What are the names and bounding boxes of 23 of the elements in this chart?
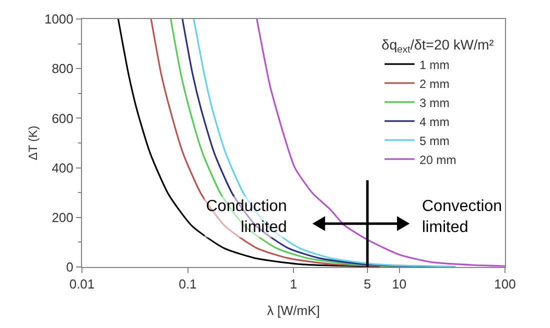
legend-title: δq$_{ext}$/δt=20 kW/m² xyxy=(382,36,494,56)
legend-label: 3 mm xyxy=(420,96,450,110)
annotation: Convection limited xyxy=(422,198,502,236)
legend-label: 2 mm xyxy=(420,76,450,91)
x-tick-label: 1 xyxy=(290,276,298,292)
x-tick-label: 5 xyxy=(364,276,372,292)
legend-label: 20 mm xyxy=(420,152,456,167)
y-tick-label: 800 xyxy=(52,61,74,76)
legend-label: 1 mm xyxy=(420,58,450,72)
y-tick-label: 1000 xyxy=(44,12,74,27)
y-tick-label: 200 xyxy=(52,210,74,225)
x-tick-label: 0.1 xyxy=(178,276,197,292)
y-axis-title: ΔT (K) xyxy=(26,126,40,160)
y-tick-label: 0 xyxy=(66,260,74,275)
legend-label: 4 mm xyxy=(420,114,450,129)
x-tick-label: 100 xyxy=(494,276,516,292)
x-tick-label: 0.01 xyxy=(69,276,95,292)
y-tick-label: 600 xyxy=(52,110,74,126)
legend-label: 5 mm xyxy=(420,134,450,148)
annotation: Conduction limited xyxy=(206,198,287,236)
y-tick-label: 400 xyxy=(52,160,74,176)
x-axis-title: λ [W/mK] xyxy=(267,303,320,318)
x-tick-label: 10 xyxy=(392,276,406,292)
